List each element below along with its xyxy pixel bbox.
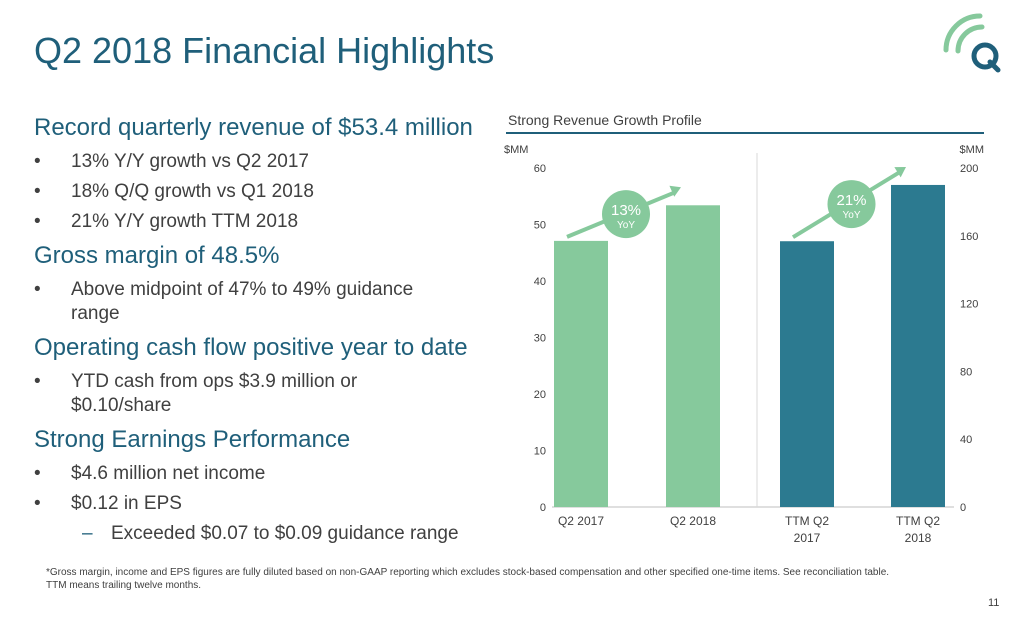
growth-badge <box>602 190 650 239</box>
section-heading: Record quarterly revenue of $53.4 millio… <box>34 114 473 141</box>
bullet-text: $4.6 million net income <box>71 463 266 484</box>
bullet-text: range <box>71 303 120 324</box>
bar-1 <box>554 240 608 507</box>
bullet-marker: • <box>34 151 41 172</box>
right-axis-tick-label: 120 <box>960 299 978 311</box>
page-title: Q2 2018 Financial Highlights <box>34 30 495 71</box>
bullet-text: $0.12 in EPS <box>71 493 182 514</box>
bullet-item: • Above midpoint of 47% to 49% guidance ra… <box>34 278 494 326</box>
bullet-marker: • <box>34 493 41 514</box>
left-axis-unit: $MM <box>504 144 528 156</box>
right-axis-tick-label: 160 <box>960 231 978 243</box>
x-axis-category-label: 2017 <box>794 531 821 545</box>
x-axis-category-label: Q2 2017 <box>558 514 604 528</box>
bullet-text: $0.10/share <box>71 395 172 416</box>
bar-2 <box>666 205 720 507</box>
growth-badge-yoy: YoY <box>617 220 635 231</box>
growth-badge-percent: 21% <box>836 192 866 209</box>
bullet-marker: • <box>34 371 41 392</box>
bullet-text: YTD cash from ops $3.9 million or <box>71 371 358 392</box>
bullet-text: 13% Y/Y growth vs Q2 2017 <box>71 151 310 172</box>
left-axis-tick-label: 10 <box>534 446 546 458</box>
revenue-bar-chart: $MM $MM 0 10 20 30 40 50 60 0 40 80 120 160 200 Q2 2017… <box>504 144 984 545</box>
footnote-line: TTM means trailing twelve months. <box>46 580 202 591</box>
bullet-item: • YTD cash from ops $3.9 million or $0.10/… <box>34 370 494 418</box>
growth-arrow-head <box>669 185 681 197</box>
bullet-text: 21% Y/Y growth TTM 2018 <box>71 211 299 232</box>
bullet-marker: • <box>34 463 41 484</box>
page-number: 11 <box>988 597 1000 609</box>
sub-bullet-item: – Exceeded $0.07 to $0.09 guidance range <box>34 522 494 546</box>
x-axis-category-label: 2018 <box>905 531 932 545</box>
company-logo <box>943 13 1001 73</box>
bullet-marker: • <box>34 211 41 232</box>
left-axis-tick-label: 50 <box>534 220 546 232</box>
section-heading: Strong Earnings Performance <box>34 426 351 453</box>
bullet-item: • $0.12 in EPS <box>34 492 494 516</box>
footnote-line: *Gross margin, income and EPS figures ar… <box>46 567 890 578</box>
bullet-marker: • <box>34 279 41 300</box>
bullet-item: • 13% Y/Y growth vs Q2 2017 <box>34 150 494 174</box>
left-axis-tick-label: 30 <box>534 333 546 345</box>
x-axis-category-label: Q2 2018 <box>670 514 716 528</box>
bullet-text: Above midpoint of 47% to 49% guidance <box>71 279 414 300</box>
left-axis-tick-label: 60 <box>534 163 546 175</box>
section-heading: Operating cash flow positive year to dat… <box>34 334 468 361</box>
bullet-item: • $4.6 million net income <box>34 462 494 486</box>
right-axis-tick-label: 200 <box>960 163 978 175</box>
left-axis-tick-label: 0 <box>540 502 546 514</box>
section-heading: Gross margin of 48.5% <box>34 242 280 269</box>
dash-marker: – <box>82 523 93 544</box>
bullet-item: • 21% Y/Y growth TTM 2018 <box>34 210 494 234</box>
bar-3 <box>780 241 834 507</box>
growth-badge-yoy: YoY <box>843 210 861 221</box>
left-axis-tick-label: 40 <box>534 276 546 288</box>
right-axis-unit: $MM <box>960 144 984 156</box>
bullet-marker: • <box>34 181 41 202</box>
growth-arrow-head <box>894 166 906 178</box>
right-axis-tick-label: 40 <box>960 434 972 446</box>
bullet-text: 18% Q/Q growth vs Q1 2018 <box>71 181 314 202</box>
highlights-list: Record quarterly revenue of $53.4 millio… <box>34 112 494 546</box>
chart-title-rule <box>506 132 984 134</box>
growth-badge-percent: 13% <box>611 202 641 219</box>
right-axis-tick-label: 80 <box>960 366 972 378</box>
footnote: *Gross margin, income and EPS figures ar… <box>46 566 946 592</box>
left-axis-tick-label: 20 <box>534 389 546 401</box>
x-axis-category-label: TTM Q2 <box>896 514 940 528</box>
bar-4 <box>891 184 945 507</box>
bullet-item: • 18% Q/Q growth vs Q1 2018 <box>34 180 494 204</box>
chart-title: Strong Revenue Growth Profile <box>508 112 702 128</box>
growth-badge <box>827 180 876 229</box>
x-axis-category-label: TTM Q2 <box>785 514 829 528</box>
right-axis-tick-label: 0 <box>960 502 966 514</box>
bullet-text: Exceeded $0.07 to $0.09 guidance range <box>111 523 459 544</box>
